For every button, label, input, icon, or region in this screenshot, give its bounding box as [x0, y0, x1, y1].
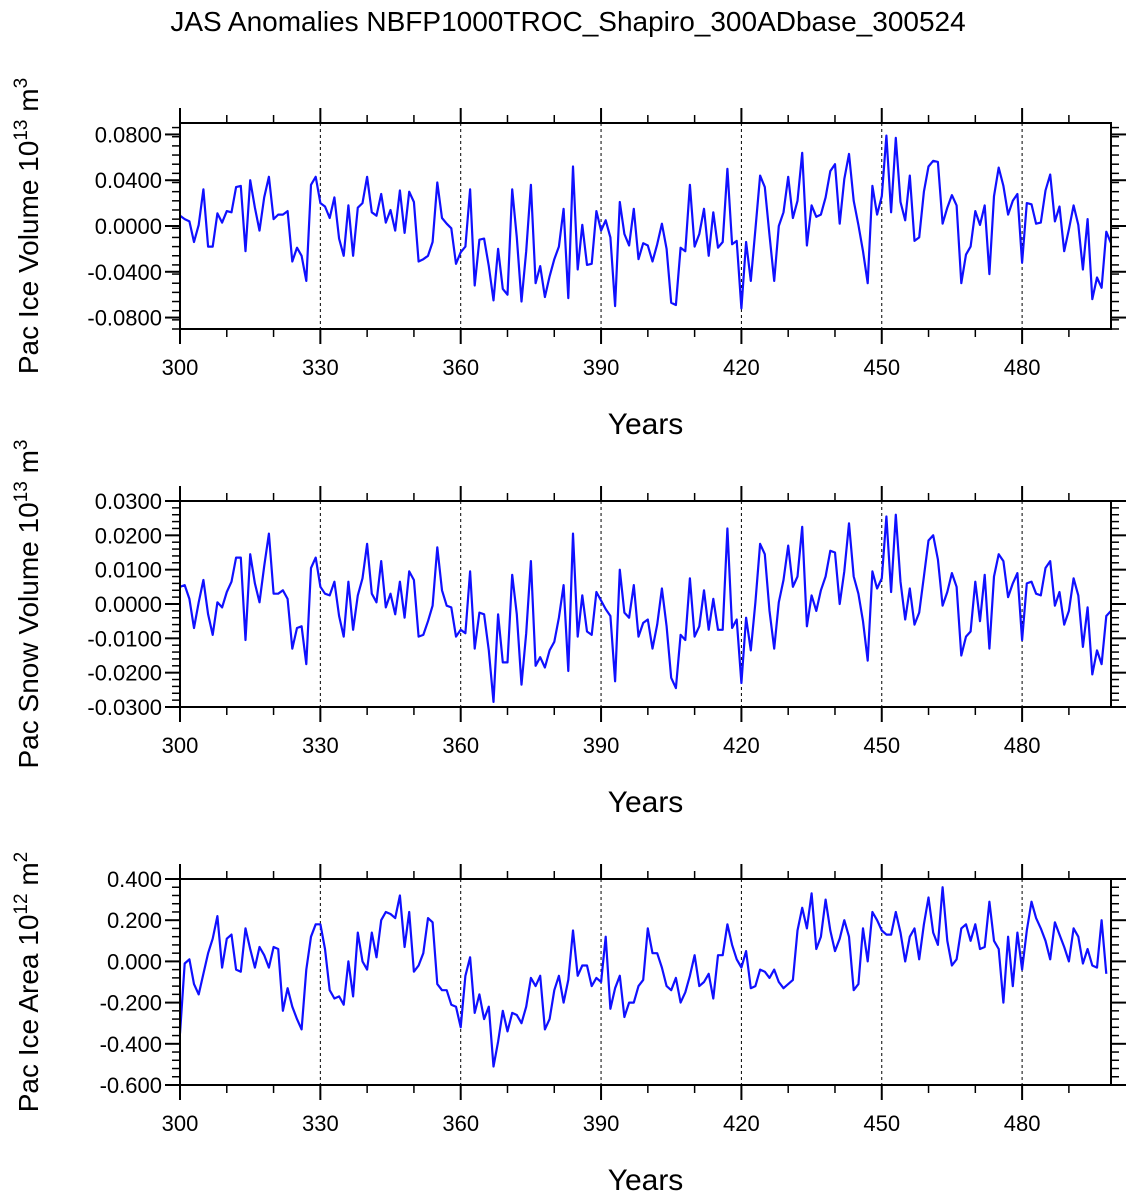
y-tick-label: -0.0200 — [87, 661, 162, 686]
plot-frame — [179, 878, 1112, 1086]
x-tick-label: 330 — [302, 1111, 339, 1136]
y-tick-label: 0.200 — [107, 908, 162, 933]
y-tick-label: 0.0000 — [95, 214, 162, 239]
y-tick-label: -0.200 — [100, 991, 162, 1016]
x-tick-label: 450 — [863, 733, 900, 758]
chart-panel-1: 300 330 360 390 420 450 480 -0.0800 -0.0400 0.000… — [11, 78, 1126, 441]
x-tick-label: 330 — [302, 733, 339, 758]
x-tick-label: 480 — [1004, 355, 1041, 380]
y-axis-label: Pac Ice Volume 1013 m3 — [11, 78, 44, 374]
x-tick-label: 420 — [723, 355, 760, 380]
series-line — [178, 886, 1108, 1068]
x-tick-label: 420 — [723, 733, 760, 758]
x-tick-label: 330 — [302, 355, 339, 380]
x-tick-label: 360 — [442, 733, 479, 758]
y-axis-label-text: m — [13, 88, 44, 119]
y-tick-label: -0.0100 — [87, 626, 162, 651]
x-tick-label: 480 — [1004, 733, 1041, 758]
x-tick-label: 360 — [442, 355, 479, 380]
y-axis-label-text: m — [13, 450, 44, 481]
x-tick-label: 300 — [162, 733, 199, 758]
y-tick-label: 0.0000 — [95, 592, 162, 617]
y-tick-label: 0.400 — [107, 867, 162, 892]
y-axis-label: Pac Ice Area 1012 m2 — [11, 852, 44, 1113]
y-axis-label-text: Pac Ice Area 10 — [13, 915, 44, 1113]
y-axis-label-text: Pac Ice Volume 10 — [13, 141, 44, 374]
y-tick-label: 0.0300 — [95, 489, 162, 514]
y-tick-label: 0.0400 — [95, 168, 162, 193]
series-line — [179, 134, 1113, 310]
y-tick-label: -0.400 — [100, 1032, 162, 1057]
x-tick-label: 390 — [583, 355, 620, 380]
x-axis-label: Years — [608, 408, 684, 441]
y-tick-label: 0.0800 — [95, 122, 162, 147]
y-axis-label-exponent: 2 — [11, 852, 32, 863]
y-tick-label: 0.000 — [107, 949, 162, 974]
y-axis-label-exponent: 3 — [11, 440, 32, 451]
y-axis-label-exponent: 13 — [11, 120, 32, 141]
y-tick-label: -0.0800 — [87, 306, 162, 331]
series-line — [179, 513, 1112, 704]
y-tick-label: -0.0300 — [87, 695, 162, 720]
y-axis-label-exponent: 13 — [11, 481, 32, 502]
x-tick-label: 480 — [1004, 1111, 1041, 1136]
x-tick-label: 390 — [583, 1111, 620, 1136]
x-axis-label: Years — [608, 786, 684, 819]
figure-title: JAS Anomalies NBFP1000TROC_Shapiro_300AD… — [170, 6, 965, 37]
y-tick-label: 0.0200 — [95, 523, 162, 548]
y-tick-label: 0.0100 — [95, 558, 162, 583]
y-axis-label-text: Pac Snow Volume 10 — [13, 502, 44, 768]
x-tick-label: 300 — [162, 1111, 199, 1136]
y-axis-label-text: m — [13, 862, 44, 893]
x-tick-label: 450 — [863, 355, 900, 380]
x-tick-label: 360 — [442, 1111, 479, 1136]
x-tick-label: 420 — [723, 1111, 760, 1136]
y-axis-label-exponent: 3 — [11, 78, 32, 89]
x-axis-label: Years — [608, 1164, 684, 1196]
x-tick-label: 450 — [863, 1111, 900, 1136]
y-axis-label: Pac Snow Volume 1013 m3 — [11, 440, 44, 769]
x-tick-label: 300 — [162, 355, 199, 380]
y-tick-label: -0.600 — [100, 1073, 162, 1098]
chart-panel-3: 300 330 360 390 420 450 480 -0.600 -0.400 -0.200 0… — [11, 852, 1126, 1196]
y-axis-label-exponent: 12 — [11, 893, 32, 914]
x-tick-label: 390 — [583, 733, 620, 758]
y-tick-label: -0.0400 — [87, 260, 162, 285]
chart-panel-2: 300 330 360 390 420 450 480 -0.0300 -0.0200 -0.01… — [11, 440, 1126, 819]
